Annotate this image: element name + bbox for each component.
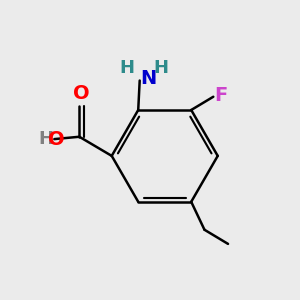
Text: O: O bbox=[74, 84, 90, 103]
Text: O: O bbox=[48, 130, 65, 148]
Text: H: H bbox=[153, 59, 168, 77]
Text: H: H bbox=[120, 59, 135, 77]
Text: F: F bbox=[214, 86, 227, 105]
Text: H: H bbox=[39, 130, 54, 148]
Text: N: N bbox=[140, 69, 156, 88]
